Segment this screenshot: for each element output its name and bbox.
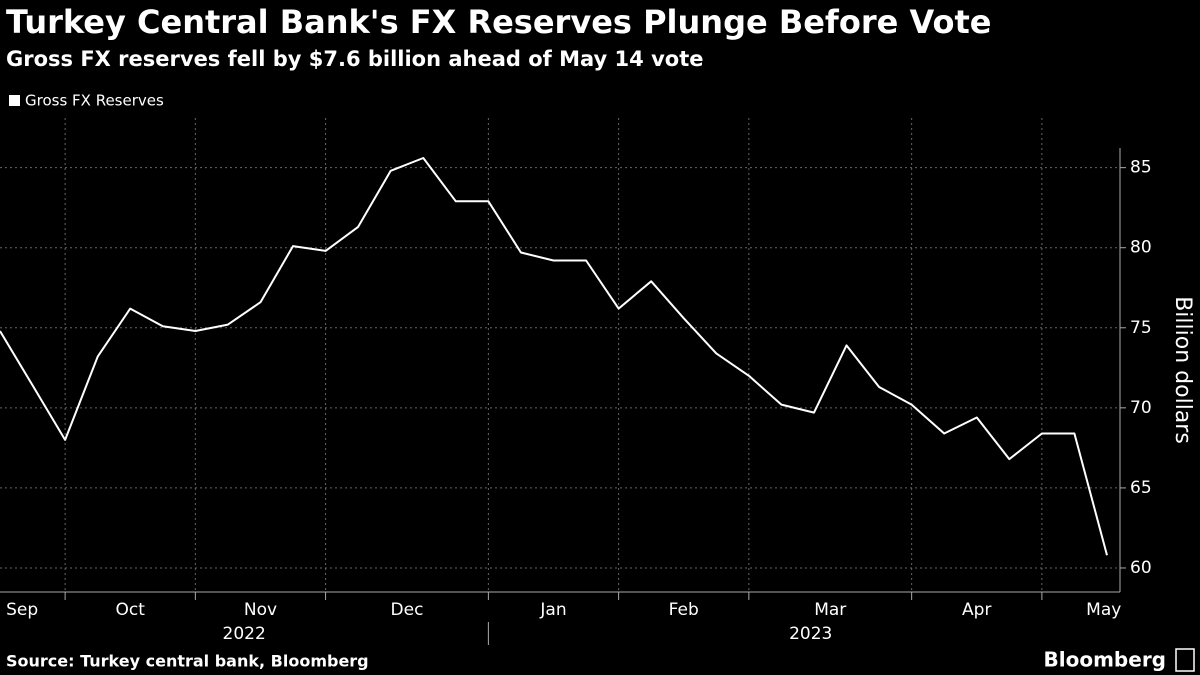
source: Source: Turkey central bank, Bloomberg [6,652,369,671]
y-tick-label: 60 [1130,558,1152,578]
y-axis-label: Billion dollars [1170,296,1195,444]
x-tick-label: Dec [391,600,424,620]
x-tick-label: Oct [116,600,146,620]
brand-icon [1175,648,1195,672]
x-tick-label: Feb [669,600,699,620]
chart-subtitle: Gross FX reserves fell by $7.6 billion a… [6,47,703,71]
y-tick-label: 85 [1130,158,1152,178]
y-tick-label: 75 [1130,318,1152,338]
brand: Bloomberg [1044,648,1166,672]
y-tick-label: 80 [1130,238,1152,258]
y-tick-label: 70 [1130,398,1152,418]
legend-label: Gross FX Reserves [25,92,164,110]
x-tick-label: Apr [962,600,991,620]
x-tick-label: Mar [814,600,846,620]
x-tick-label: May [1086,600,1121,620]
x-tick-label: Nov [244,600,277,620]
line [0,157,1108,556]
year-label: 2023 [789,624,832,644]
x-tick-label: Sep [6,600,38,620]
x-tick-label: Jan [539,600,566,620]
legend-swatch [9,95,20,106]
year-label: 2022 [223,624,266,644]
chart-title: Turkey Central Bank's FX Reserves Plunge… [6,3,991,41]
y-tick-label: 65 [1130,478,1152,498]
